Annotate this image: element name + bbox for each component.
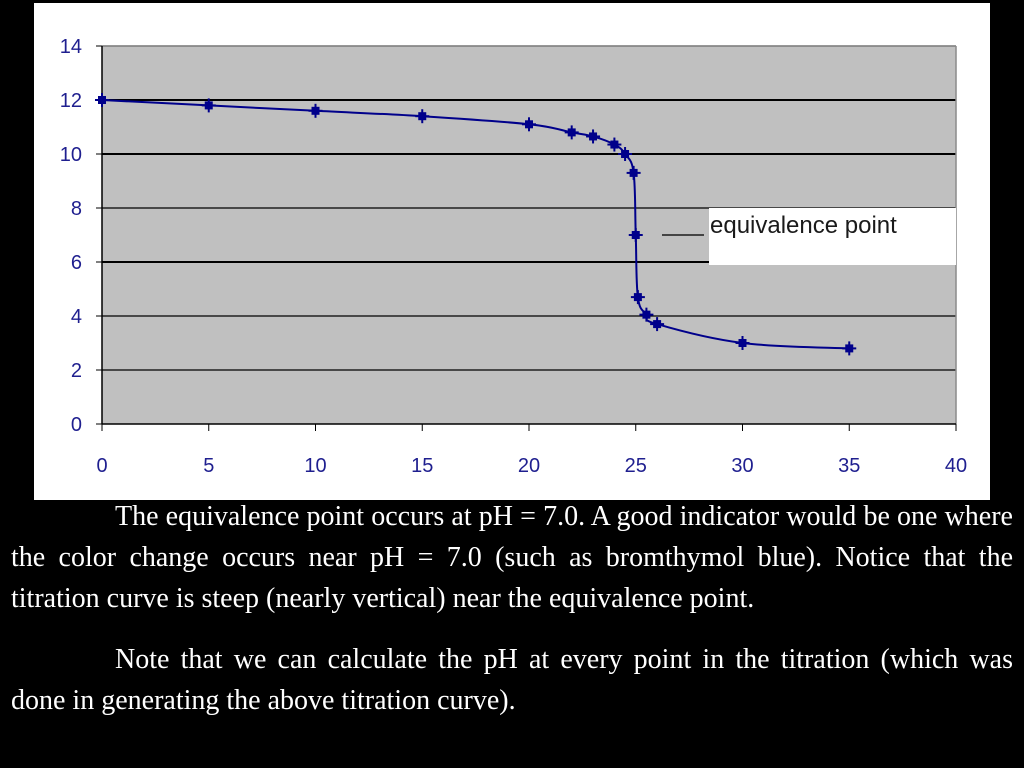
data-point [618, 147, 633, 161]
y-tick-label: 10 [60, 144, 82, 166]
data-point [639, 307, 654, 322]
x-tick-label: 15 [411, 455, 433, 477]
data-point [650, 317, 665, 332]
y-tick-label: 0 [71, 414, 82, 436]
paragraph-1: The equivalence point occurs at pH = 7.0… [11, 501, 1013, 614]
annotation-box [709, 208, 956, 265]
y-tick-label: 12 [60, 90, 82, 112]
data-point [95, 93, 109, 107]
data-point [564, 125, 579, 140]
paragraph-2: Note that we can calculate the pH at eve… [11, 644, 1013, 716]
y-tick-label: 14 [60, 36, 82, 58]
data-point [522, 117, 536, 132]
x-tick-label: 35 [838, 455, 860, 477]
data-point [630, 290, 645, 305]
x-tick-label: 25 [625, 455, 647, 477]
body-text: The equivalence point occurs at pH = 7.0… [11, 496, 1013, 721]
x-tick-label: 40 [945, 455, 967, 477]
axes: 0 2 4 6 8 10 12 14 0 5 10 15 20 25 30 35 40 [60, 36, 967, 477]
data-point [308, 103, 323, 118]
data-point [628, 228, 643, 242]
series-layer [95, 93, 857, 356]
data-point [626, 165, 641, 180]
chart-svg: 0 2 4 6 8 10 12 14 0 5 10 15 20 25 30 35 40 equivalence … [60, 36, 967, 477]
annotation-equivalence-point: equivalence point [710, 212, 897, 239]
x-tick-label: 10 [304, 455, 326, 477]
x-tick-label: 5 [203, 455, 214, 477]
x-tick-label: 20 [518, 455, 540, 477]
y-tick-label: 4 [71, 306, 82, 328]
data-point [586, 129, 601, 144]
y-tick-label: 8 [71, 198, 82, 220]
annotation-layer: equivalence point [662, 208, 956, 265]
y-tick-label: 2 [71, 360, 82, 382]
data-point [201, 98, 216, 113]
y-tick-label: 6 [71, 252, 82, 274]
x-tick-label: 30 [731, 455, 753, 477]
x-tick-label: 0 [96, 455, 107, 477]
data-point [842, 341, 857, 356]
data-point [415, 109, 430, 124]
data-point [607, 137, 622, 152]
data-point [735, 336, 750, 350]
titration-chart: 0 2 4 6 8 10 12 14 0 5 10 15 20 25 30 35 40 equivalence … [34, 3, 990, 500]
